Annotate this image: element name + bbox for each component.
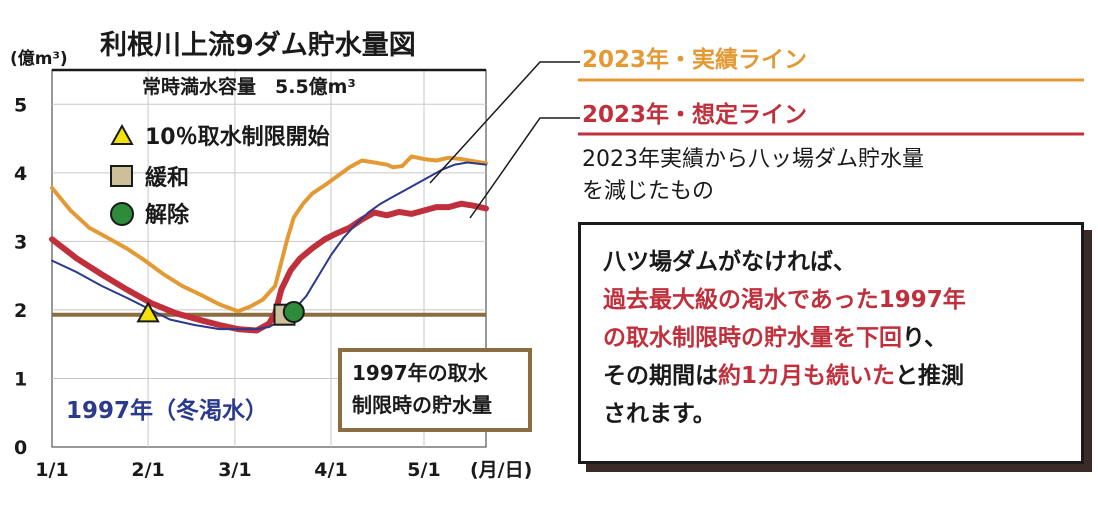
capacity-label: 常時満水容量 5.5億m³ <box>142 75 356 98</box>
y-tick-label: 0 <box>14 437 27 459</box>
series-1997-label: 1997年（冬渇水） <box>66 397 268 424</box>
series-layer <box>49 154 489 334</box>
legend-assumed-note-1: 2023年実績から八ッ場ダム貯水量 <box>582 147 924 172</box>
y-tick-label: 5 <box>14 94 27 116</box>
y-tick-label: 2 <box>14 300 27 322</box>
circle-marker-icon <box>110 202 134 226</box>
x-tick-label: 5/1 <box>407 459 440 481</box>
circle-marker <box>282 300 305 323</box>
series-line-1 <box>50 154 488 314</box>
x-tick-label: 2/1 <box>131 459 164 481</box>
callout-line-3-red: の取水制限時の貯水量を下回 <box>603 325 902 351</box>
callout-line-4-b: と推測 <box>895 363 965 389</box>
legend-assumed-note-2: を減じたもの <box>582 179 714 204</box>
y-axis-unit: (億m³) <box>10 48 68 69</box>
legend-circle-label: 解除 <box>145 202 190 228</box>
threshold-label-line2: 制限時の貯水量 <box>352 393 492 417</box>
leader-line-red <box>469 117 580 219</box>
y-tick-label: 3 <box>14 231 27 253</box>
marker-legend: 10％取水制限開始 緩和 解除 <box>110 123 330 228</box>
callout-line-4-a: その期間は <box>603 363 718 389</box>
marker-layer <box>136 300 305 326</box>
right-legend: 2023年・実績ライン 2023年・想定ライン 2023年実績から八ッ場ダム貯水… <box>429 46 1084 219</box>
x-axis-unit: (月/日) <box>470 459 532 481</box>
callout-body: 八ツ場ダムがなければ、 過去最大級の渇水であった1997年 の取水制限時の貯水量… <box>603 243 1073 433</box>
threshold-label-box: 1997年の取水 制限時の貯水量 <box>338 348 532 432</box>
callout-line-5: されます。 <box>603 401 716 427</box>
legend-square-label: 緩和 <box>145 165 189 191</box>
threshold-label-line1: 1997年の取水 <box>352 361 489 385</box>
triangle-marker-icon <box>110 123 134 145</box>
chart-title: 利根川上流9ダム貯水量図 <box>100 29 416 61</box>
series-line-3 <box>51 161 487 331</box>
y-tick-label: 1 <box>14 368 27 390</box>
y-tick-label: 4 <box>14 163 27 185</box>
legend-triangle-label: 10％取水制限開始 <box>145 124 330 150</box>
triangle-marker <box>136 301 160 323</box>
callout-line-2: 過去最大級の渇水であった1997年 <box>603 287 966 313</box>
callout-line-4: その期間は約1カ月も続いたと推測 <box>603 357 1073 395</box>
callout-line-3-tail: り、 <box>902 325 948 351</box>
x-tick-label: 1/1 <box>35 459 68 481</box>
square-marker-icon <box>110 165 133 187</box>
x-tick-label: 3/1 <box>218 459 251 481</box>
callout-line-3: の取水制限時の貯水量を下回り、 <box>603 319 1073 357</box>
legend-assumed-label: 2023年・想定ライン <box>582 101 807 128</box>
callout-line-1: 八ツ場ダムがなければ、 <box>603 249 856 275</box>
x-tick-label: 4/1 <box>314 459 347 481</box>
callout-line-4-red: 約1カ月も続いた <box>718 363 896 389</box>
axis-layer: 0 1 2 3 4 5 1/1 2/1 3/1 4/1 5/1 (月/日) <box>14 94 532 481</box>
legend-actual-label: 2023年・実績ライン <box>582 46 807 73</box>
callout-box: 八ツ場ダムがなければ、 過去最大級の渇水であった1997年 の取水制限時の貯水量… <box>578 222 1084 464</box>
series-line-2 <box>49 200 489 334</box>
leader-line-orange <box>429 61 580 184</box>
